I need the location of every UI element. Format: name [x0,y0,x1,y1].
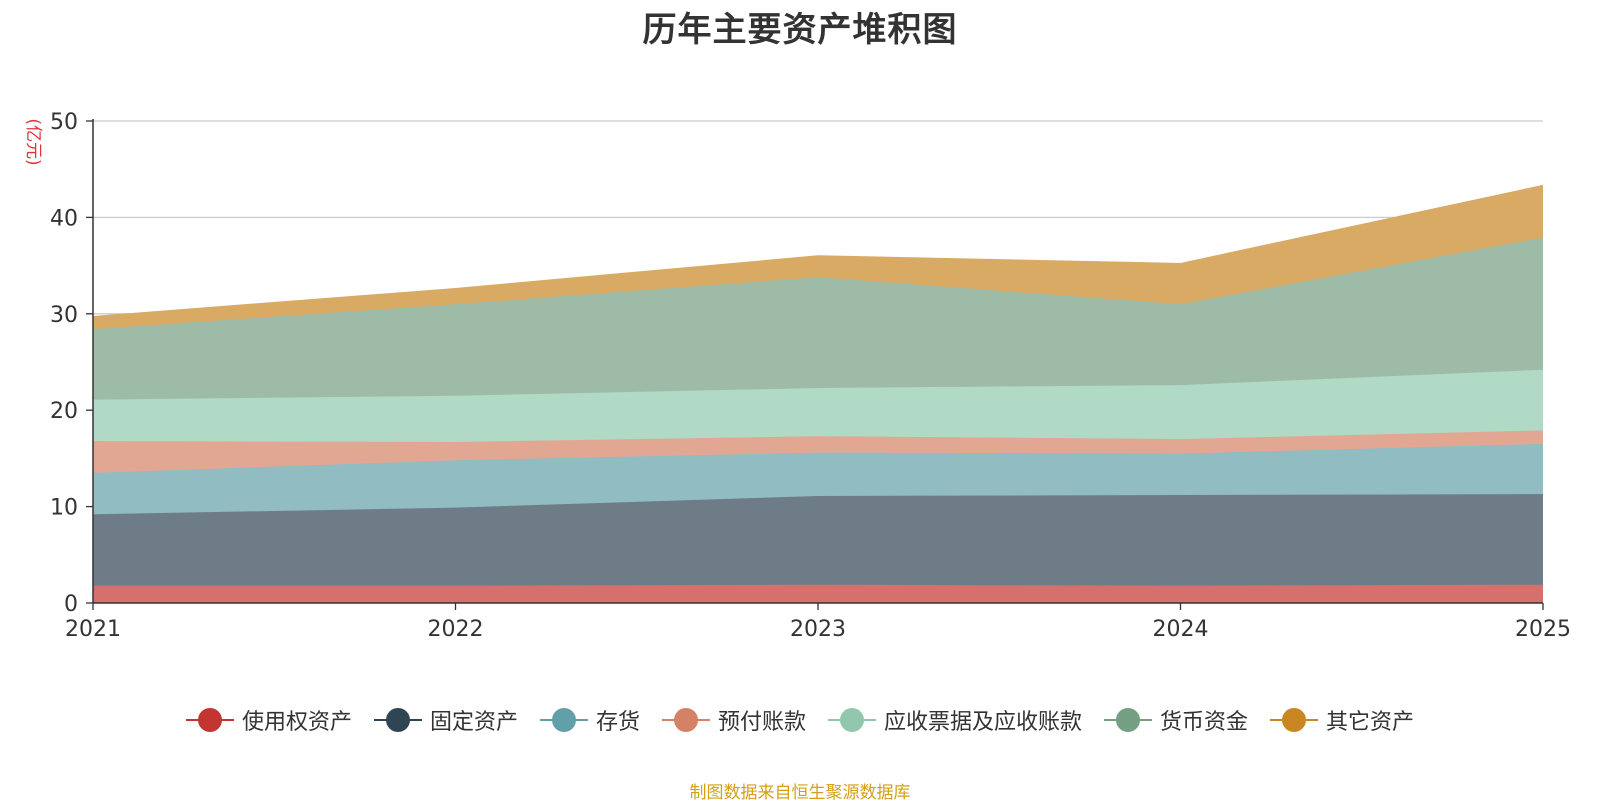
legend-label: 应收票据及应收账款 [884,710,1083,735]
legend-item[interactable]: 使用权资产 [185,704,352,736]
y-tick-label: 50 [50,110,78,135]
x-tick-label: 2023 [790,617,846,642]
legend-marker-icon [1104,708,1153,732]
y-tick-label: 40 [50,206,78,231]
y-axis-unit-label: (亿元) [23,118,43,165]
x-tick-label: 2021 [65,617,121,642]
legend-marker-icon [661,708,710,732]
y-tick-label: 10 [50,496,78,521]
area-series [92,184,1544,603]
y-tick-label: 0 [64,592,78,617]
y-tick-label: 30 [50,303,78,328]
legend-label: 预付账款 [717,710,806,735]
legend-label: 使用权资产 [241,710,352,735]
legend-item[interactable]: 存货 [539,704,640,736]
area-series-2 [93,443,1543,515]
area-series-5 [93,237,1543,400]
series-line-6 [92,184,1544,318]
x-tick-label: 2025 [1515,617,1571,642]
area-series-6 [93,185,1543,330]
y-tick-label: 20 [50,399,78,424]
area-series-0 [93,584,1543,603]
legend: 使用权资产 固定资产 存货 预付账款 应收票据及应收账款 货币资金 其它资产 [0,700,1600,740]
legend-marker-icon [373,708,422,732]
legend-marker-icon [1270,708,1319,732]
axes: 0 10 20 30 40 50 2021 2022 2023 2024 2025 [50,110,1571,642]
legend-item[interactable]: 应收票据及应收账款 [828,704,1082,736]
legend-label: 固定资产 [429,710,518,735]
legend-item[interactable]: 货币资金 [1104,704,1248,736]
area-series-3 [93,430,1543,473]
chart-title: 历年主要资产堆积图 [642,10,958,50]
x-tick-label: 2022 [428,617,484,642]
source-note: 制图数据来自恒生聚源数据库 [689,783,911,803]
area-series-4 [93,369,1543,442]
legend-item[interactable]: 其它资产 [1270,704,1414,736]
legend-marker-icon [828,708,876,732]
legend-marker-icon [185,708,234,732]
x-tick-label: 2024 [1153,617,1209,642]
area-series-1 [93,494,1543,586]
legend-label: 货币资金 [1160,710,1249,735]
legend-marker-icon [539,708,588,732]
legend-label: 存货 [595,710,640,735]
legend-label: 其它资产 [1326,710,1415,735]
legend-item[interactable]: 固定资产 [373,704,518,736]
legend-item[interactable]: 预付账款 [661,704,806,736]
